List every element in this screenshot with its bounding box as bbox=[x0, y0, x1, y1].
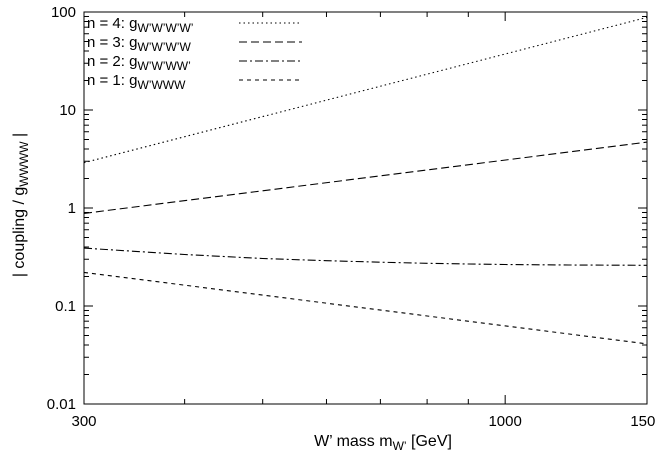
y-tick-label: 1 bbox=[68, 200, 76, 217]
legend-label: n = 4: gW’W’W’W’ bbox=[87, 15, 193, 35]
x-tick-label: 300 bbox=[71, 413, 96, 430]
y-axis-label: | coupling / gWWWW | bbox=[11, 133, 31, 277]
x-tick-label: 1000 bbox=[488, 413, 521, 430]
axes: 0.01 0.1 1 10 100 300 1000 1500 bbox=[47, 4, 656, 430]
series-line-2 bbox=[83, 247, 648, 266]
legend-label: n = 3: gW’W’W’W bbox=[87, 34, 191, 54]
legend: n = 4: gW’W’W’W’n = 3: gW’W’W’Wn = 2: gW… bbox=[87, 15, 302, 92]
series-lines bbox=[83, 16, 648, 345]
series-line-1 bbox=[83, 271, 648, 345]
legend-label: n = 1: gW’WWW bbox=[87, 72, 186, 92]
x-axis-label: W’ mass mW’ [GeV] bbox=[314, 433, 452, 453]
y-tick-label: 0.1 bbox=[55, 298, 76, 315]
y-tick-label: 10 bbox=[59, 102, 76, 119]
y-tick-label: 0.01 bbox=[47, 396, 76, 413]
series-line-3 bbox=[83, 141, 648, 214]
y-tick-label: 100 bbox=[51, 4, 76, 21]
legend-label: n = 2: gW’W’WW’ bbox=[87, 53, 191, 73]
x-tick-label: 1500 bbox=[630, 413, 656, 430]
